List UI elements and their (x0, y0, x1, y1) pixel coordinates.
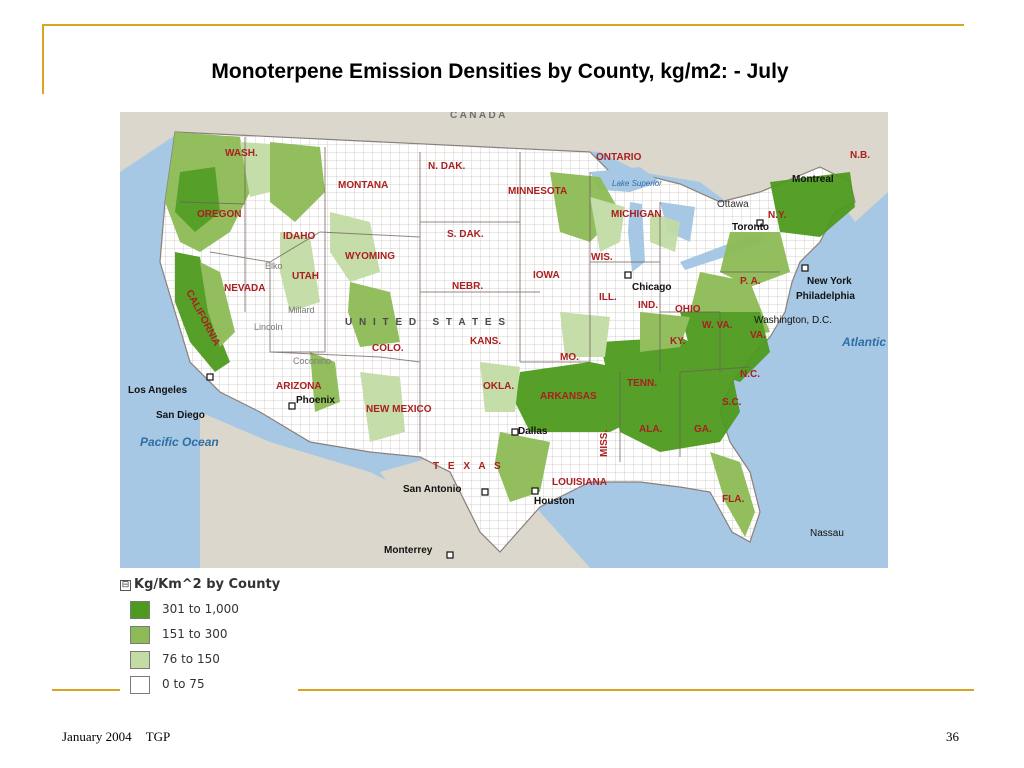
state-label-nb: N.B. (850, 150, 870, 161)
legend-title: ⊟ Kg/Km^2 by County (120, 577, 280, 592)
state-label-minnesota: MINNESOTA (508, 186, 567, 197)
state-label-mo: MO. (560, 352, 579, 363)
legend-label-high: 301 to 1,000 (162, 602, 239, 616)
state-borders (179, 137, 780, 462)
place-millard: Millard (288, 305, 315, 315)
page-number: 36 (946, 729, 959, 744)
slide-title: Monoterpene Emission Densities by County… (211, 60, 789, 83)
state-label-pa: P. A. (740, 276, 761, 287)
bottom-accent-line-left (52, 689, 120, 691)
us-county-map: C A N A D A U N I T E D S T A T E S WASH… (120, 112, 888, 568)
city-chicago: Chicago (632, 282, 671, 293)
state-label-okla: OKLA. (483, 381, 514, 392)
city-ottawa: Ottawa (717, 199, 749, 210)
state-label-n-dak: N. DAK. (428, 161, 465, 172)
state-label-colo: COLO. (372, 343, 404, 354)
city-washington-dc: Washington, D.C. (754, 315, 832, 326)
state-label-ala: ALA. (639, 424, 663, 435)
state-label-louisiana: LOUISIANA (552, 477, 607, 488)
place-lincoln: Lincoln (254, 322, 283, 332)
state-label-ind: IND. (638, 300, 658, 311)
legend-collapse-icon[interactable]: ⊟ (120, 580, 131, 591)
city-phoenix: Phoenix (296, 395, 335, 406)
city-toronto: Toronto (732, 222, 769, 233)
state-label-ky: KY. (670, 336, 686, 347)
state-label-nc: N.C. (740, 369, 760, 380)
state-label-arkansas: ARKANSAS (540, 391, 597, 402)
legend-swatch-mid-high (130, 626, 150, 644)
city-dallas: Dallas (518, 426, 548, 437)
mexico-land (200, 412, 480, 568)
state-label-michigan: MICHIGAN (611, 209, 662, 220)
state-label-nebr: NEBR. (452, 281, 483, 292)
city-philadelphia: Philadelphia (796, 291, 855, 302)
footer-date: January 2004 (62, 729, 132, 744)
state-label-sc: S.C. (722, 397, 742, 408)
city-monterrey: Monterrey (384, 545, 433, 556)
state-label-ohio: OHIO (675, 304, 701, 315)
state-label-utah: UTAH (292, 271, 319, 282)
atlantic-ocean-label: Atlantic Ocean (841, 335, 888, 349)
faint-place-labels: Elko Lincoln Coconino Millard (254, 261, 331, 366)
state-label-iowa: IOWA (533, 270, 560, 281)
lake-superior (590, 167, 660, 192)
legend-label-mid-high: 151 to 300 (162, 627, 228, 641)
city-nassau: Nassau (810, 528, 844, 539)
state-label-wis: WIS. (591, 252, 613, 263)
canada-label: C A N A D A (450, 112, 505, 121)
canada-land (120, 112, 888, 222)
state-label-montana: MONTANA (338, 180, 388, 191)
state-label-wyoming: WYOMING (345, 251, 395, 262)
state-label-w-va: W. VA. (702, 320, 733, 331)
legend-label-mid-low: 76 to 150 (162, 652, 220, 666)
top-accent-line (42, 24, 964, 26)
region-label-ontario: ONTARIO (596, 152, 642, 163)
map-legend: ⊟ Kg/Km^2 by County 301 to 1,000 151 to 3… (120, 575, 298, 697)
state-label-wash: WASH. (225, 148, 258, 159)
state-label-texas: T E X A S (433, 461, 504, 472)
state-label-ny: N.Y. (768, 210, 787, 221)
state-label-new-mexico: NEW MEXICO (366, 404, 432, 415)
legend-label-low: 0 to 75 (162, 677, 205, 691)
state-label-idaho: IDAHO (283, 231, 315, 242)
water-labels: Pacific Ocean Atlantic Ocean Lake Superi… (140, 179, 888, 449)
legend-title-text: Kg/Km^2 by County (134, 577, 281, 592)
city-new-york: New York (807, 276, 852, 287)
state-label-ill: ILL. (599, 292, 617, 303)
state-label-tenn: TENN. (627, 378, 657, 389)
lake-superior-label: Lake Superior (612, 179, 662, 188)
legend-swatch-high (130, 601, 150, 619)
legend-swatch-low (130, 676, 150, 694)
state-label-fla: FLA. (722, 494, 744, 505)
legend-swatch-mid-low (130, 651, 150, 669)
footer-left: January 2004 TGP (62, 729, 170, 745)
state-label-oregon: OREGON (197, 209, 241, 220)
place-elko: Elko (265, 261, 283, 271)
city-montreal: Montreal (792, 174, 834, 185)
state-label-nevada: NEVADA (224, 283, 265, 294)
state-label-s-dak: S. DAK. (447, 229, 484, 240)
city-san-diego: San Diego (156, 410, 205, 421)
state-label-arizona: ARIZONA (276, 381, 322, 392)
united-states-label: U N I T E D S T A T E S (345, 317, 507, 328)
state-label-va: VA. (750, 330, 766, 341)
state-label-kans: KANS. (470, 336, 501, 347)
state-label-ga: GA. (694, 424, 712, 435)
pacific-ocean-label: Pacific Ocean (140, 435, 219, 449)
city-san-antonio: San Antonio (403, 484, 462, 495)
lake-michigan (628, 202, 645, 272)
city-labels: Los Angeles San Diego Phoenix Dallas San… (128, 174, 855, 559)
city-los-angeles: Los Angeles (128, 385, 188, 396)
left-accent-line (42, 24, 44, 94)
footer-org: TGP (145, 729, 171, 744)
place-coconino: Coconino (293, 356, 331, 366)
city-houston: Houston (534, 496, 575, 507)
state-label-miss: MISS. (599, 430, 610, 457)
bottom-accent-line-right (298, 689, 974, 691)
emission-shading (165, 132, 855, 537)
state-labels: WASH. OREGON IDAHO MONTANA WYOMING NEVAD… (183, 148, 870, 505)
